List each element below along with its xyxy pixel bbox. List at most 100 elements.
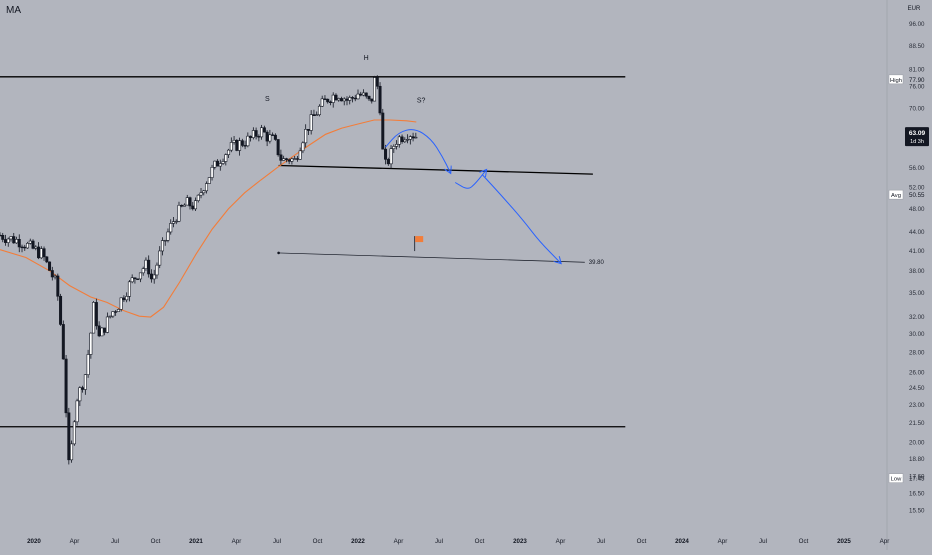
candle-body — [191, 205, 195, 210]
candle-body — [370, 98, 374, 102]
candle-body — [28, 240, 32, 244]
candle-body — [105, 316, 109, 333]
candle-body — [15, 239, 19, 244]
price-tick-label: 18.80 — [909, 456, 925, 463]
price-tick-label: 52.00 — [909, 185, 925, 192]
low-label-tag: Low — [891, 477, 902, 483]
candle-body — [284, 158, 288, 160]
candle-body — [72, 421, 76, 445]
candle-body — [125, 296, 129, 301]
candle-body — [345, 98, 349, 101]
candle-body — [122, 297, 126, 301]
price-tick-label: 28.00 — [909, 350, 925, 357]
candle-body — [213, 160, 217, 168]
candle-body — [229, 142, 233, 151]
candle-body — [100, 327, 104, 337]
candle-body — [293, 158, 297, 160]
candle-body — [364, 92, 368, 97]
price-tick-label: 26.00 — [909, 369, 925, 376]
price-tick-label: 23.00 — [909, 402, 925, 409]
candle-body — [180, 204, 184, 207]
pattern-annotation: H — [364, 55, 369, 62]
price-tick-label: 20.00 — [909, 439, 925, 446]
price-tick-label: 44.00 — [909, 229, 925, 236]
candle-body — [378, 85, 382, 114]
price-tick-label: 48.00 — [909, 206, 925, 213]
candle-body — [386, 159, 390, 165]
candle-body — [3, 239, 7, 243]
candle-body — [403, 139, 407, 143]
candle-body — [290, 158, 294, 162]
candle-body — [260, 127, 264, 138]
candle-body — [246, 135, 250, 147]
candle-body — [320, 98, 324, 107]
candle-body — [257, 136, 261, 138]
candle-body — [1, 235, 5, 240]
time-tick-label: Apr — [70, 538, 80, 545]
candle-body — [114, 311, 118, 313]
candle-body — [70, 443, 74, 461]
candle-body — [171, 221, 175, 224]
candle-body — [268, 134, 272, 142]
price-tick-label: 38.00 — [909, 268, 925, 275]
candle-body — [39, 248, 43, 259]
price-tick-label: 32.00 — [909, 314, 925, 321]
price-tick-label: 96.00 — [909, 21, 925, 28]
candle-body — [194, 200, 198, 210]
candle-body — [339, 98, 343, 102]
time-tick-label: Oct — [799, 538, 809, 545]
candle-body — [249, 135, 253, 138]
candle-body — [331, 94, 335, 103]
candle-body — [202, 190, 206, 194]
candle-body — [367, 95, 371, 100]
candle-body — [188, 197, 192, 207]
time-tick-label: 2023 — [513, 538, 527, 545]
price-tick-label: 35.00 — [909, 290, 925, 297]
candle-body — [381, 112, 385, 150]
candle-body — [414, 136, 418, 139]
candle-body — [342, 98, 346, 102]
candle-body — [304, 129, 308, 144]
price-tick-label: 15.50 — [909, 507, 925, 514]
candle-body — [411, 136, 415, 139]
candle-body — [61, 324, 65, 360]
projection-arrow — [385, 129, 451, 173]
candle-body — [406, 139, 410, 141]
projection-arrow — [482, 174, 561, 263]
candle-body — [254, 130, 258, 137]
price-tick-label: 24.50 — [909, 385, 925, 392]
candle-body — [350, 97, 354, 99]
time-tick-label: Oct — [637, 538, 647, 545]
candle-body — [359, 93, 363, 96]
time-tick-label: Jul — [597, 538, 605, 545]
low-label-value: 17.45 — [909, 476, 925, 483]
candle-body — [116, 309, 120, 312]
candle-body — [160, 240, 164, 252]
low-label-tag-bg — [888, 473, 904, 483]
candle-body — [235, 139, 239, 151]
current-price-countdown: 1d 3h — [910, 139, 924, 145]
time-tick-label: 2020 — [27, 538, 41, 545]
pattern-annotation: S — [265, 96, 270, 103]
candle-body — [155, 264, 159, 276]
neckline — [278, 164, 593, 175]
candle-body — [224, 154, 228, 162]
moving-average-line — [0, 119, 417, 318]
indicator-label: MA — [6, 5, 21, 16]
candle-body — [301, 142, 305, 152]
candle-body — [353, 97, 357, 100]
candle-body — [78, 387, 82, 402]
candle-body — [210, 167, 214, 178]
candle-body — [177, 204, 181, 222]
candle-body — [348, 97, 352, 101]
candle-body — [295, 158, 299, 160]
candle-body — [50, 270, 54, 278]
candle-body — [83, 374, 87, 390]
time-tick-label: Jul — [435, 538, 443, 545]
candle-body — [138, 272, 142, 280]
candle-body — [317, 105, 321, 116]
candle-body — [130, 277, 134, 283]
price-tick-label: 81.00 — [909, 66, 925, 73]
